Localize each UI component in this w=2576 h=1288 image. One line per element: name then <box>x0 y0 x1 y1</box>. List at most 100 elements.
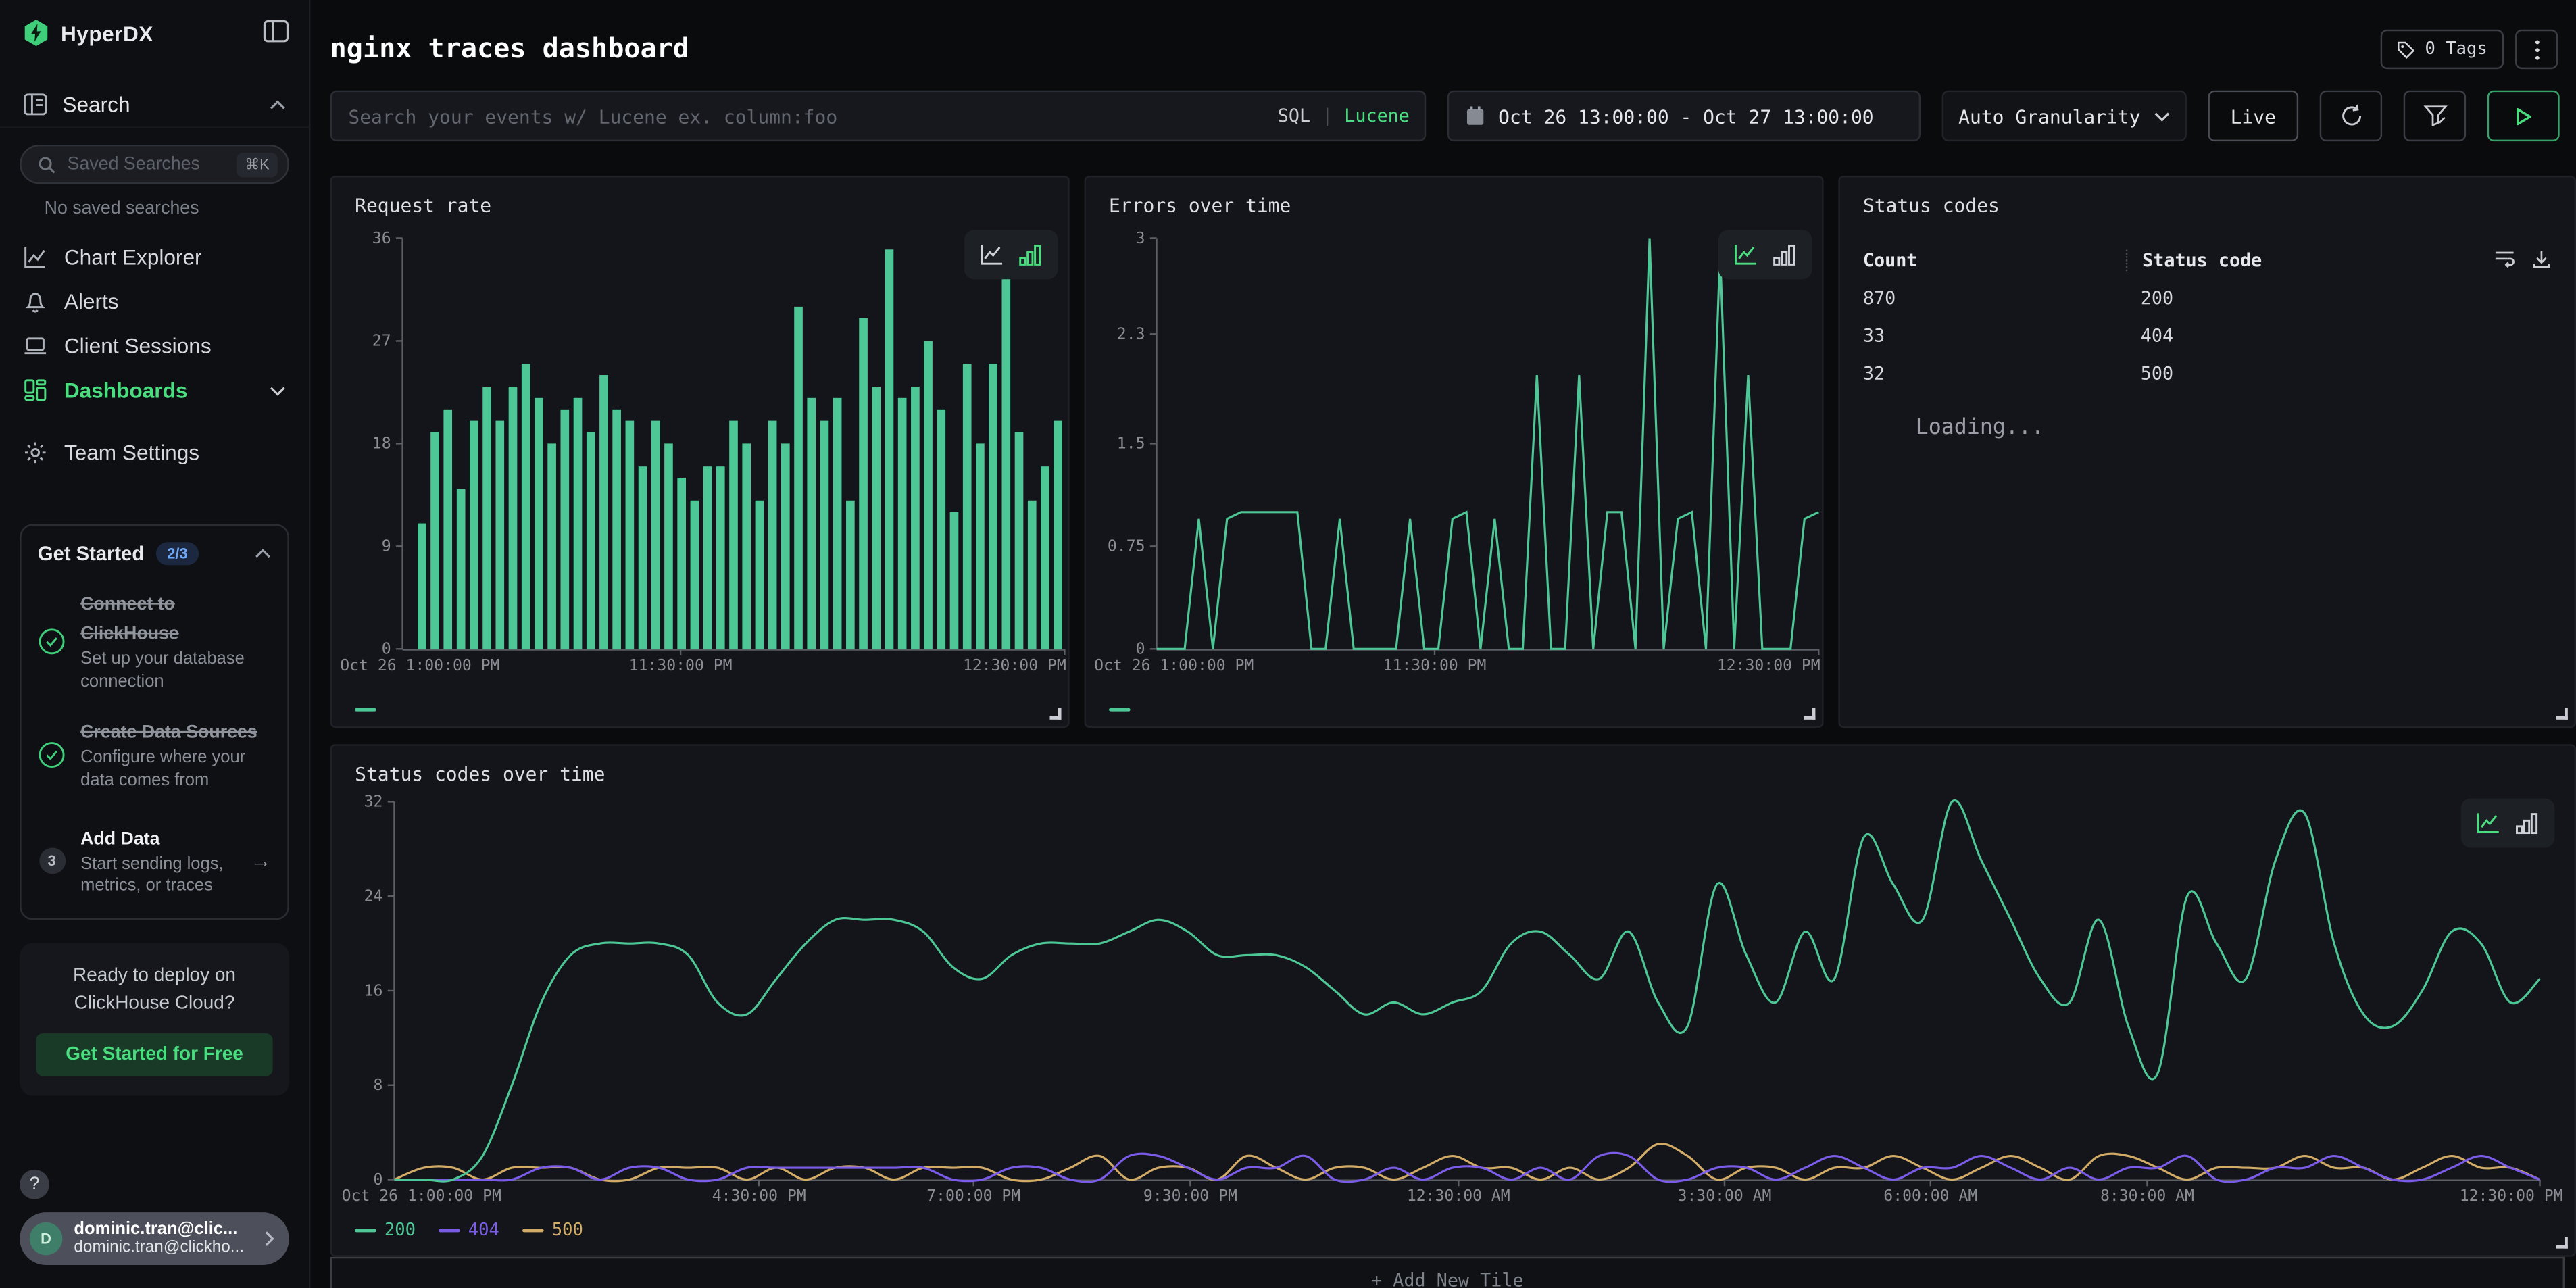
get-started-step-sources[interactable]: Create Data Sources Configure where your… <box>38 717 271 793</box>
line-chart-icon[interactable] <box>1733 243 1758 266</box>
granularity-select[interactable]: Auto Granularity <box>1942 91 2187 141</box>
granularity-value: Auto Granularity <box>1958 104 2140 127</box>
main-content: nginx traces dashboard 0 Tags SQL | <box>310 0 2576 1288</box>
resize-handle[interactable] <box>1804 708 1815 720</box>
cell-status-code: 404 <box>2126 325 2552 347</box>
sidebar-item-dashboards[interactable]: Dashboards <box>0 368 309 413</box>
app-window: HyperDX Search ⌘K No saved searches <box>0 0 2576 1288</box>
mode-divider: | <box>1322 105 1333 127</box>
svg-text:12:30:00 PM: 12:30:00 PM <box>1717 657 1820 674</box>
get-started-title: Get Started <box>38 542 144 565</box>
line-chart-icon[interactable] <box>2476 812 2500 835</box>
no-saved-searches-text: No saved searches <box>45 199 309 218</box>
errors-over-time-chart[interactable]: 00.751.52.33Oct 26 1:00:00 PM11:30:00 PM… <box>1091 228 1823 675</box>
sidebar-item-client-sessions[interactable]: Client Sessions <box>0 324 309 368</box>
table-row[interactable]: 870 200 <box>1863 279 2552 317</box>
get-started-step-add-data[interactable]: 3 Add Data Start sending logs, metrics, … <box>38 822 271 899</box>
help-button[interactable]: ? <box>20 1170 49 1199</box>
live-button[interactable]: Live <box>2208 91 2298 141</box>
svg-text:36: 36 <box>372 230 391 247</box>
column-header-count[interactable]: Count <box>1863 249 2126 270</box>
column-header-status-code[interactable]: Status code <box>2126 249 2494 270</box>
sidebar-item-label: Client Sessions <box>64 334 212 358</box>
bar-chart-icon[interactable] <box>1018 243 1043 266</box>
bar-chart-icon[interactable] <box>1773 243 1797 266</box>
svg-text:8:30:00 AM: 8:30:00 AM <box>2100 1187 2194 1205</box>
chevron-up-icon[interactable] <box>255 549 271 559</box>
sql-mode-button[interactable]: SQL <box>1278 105 1310 127</box>
run-query-button[interactable] <box>2487 91 2560 141</box>
topbar: nginx traces dashboard 0 Tags <box>330 0 2576 79</box>
tile-errors-over-time: Errors over time 00.751.52.33Oct 26 1:00… <box>1085 176 1824 728</box>
cloud-promo-line2: ClickHouse Cloud? <box>36 991 272 1019</box>
step-title: Connect to ClickHouse <box>80 595 179 644</box>
resize-handle[interactable] <box>2556 1237 2568 1249</box>
sidebar-item-alerts[interactable]: Alerts <box>0 279 309 324</box>
wrap-lines-icon[interactable] <box>2494 250 2515 270</box>
svg-text:11:30:00 PM: 11:30:00 PM <box>629 657 733 674</box>
date-range-value: Oct 26 13:00:00 - Oct 27 13:00:00 <box>1498 104 1873 127</box>
download-icon[interactable] <box>2531 250 2551 270</box>
avatar: D <box>30 1222 63 1256</box>
saved-searches-field[interactable] <box>68 155 225 174</box>
svg-text:0: 0 <box>382 641 391 658</box>
sidebar-item-search[interactable]: Search <box>0 82 309 128</box>
legend-entry-500[interactable]: 500 <box>522 1220 583 1240</box>
tags-button[interactable]: 0 Tags <box>2381 30 2504 69</box>
status-codes-over-time-chart[interactable]: 08162432Oct 26 1:00:00 PM4:30:00 PM7:00:… <box>339 792 2573 1206</box>
status-codes-table: Count Status code <box>1863 240 2552 393</box>
dashboards-icon <box>23 378 47 402</box>
date-range-picker[interactable]: Oct 26 13:00:00 - Oct 27 13:00:00 <box>1447 91 1921 141</box>
svg-text:3:30:00 AM: 3:30:00 AM <box>1678 1187 1772 1205</box>
svg-text:4:30:00 PM: 4:30:00 PM <box>712 1187 806 1205</box>
resize-handle[interactable] <box>1049 708 1061 720</box>
sidebar-item-label: Search <box>62 92 130 116</box>
sidebar-item-team-settings[interactable]: Team Settings <box>0 430 309 475</box>
cell-status-code: 200 <box>2126 287 2552 309</box>
svg-text:9:30:00 PM: 9:30:00 PM <box>1143 1187 1237 1205</box>
step-desc: Start sending logs, metrics, or traces <box>80 853 237 898</box>
svg-text:12:30:00 AM: 12:30:00 AM <box>1407 1187 1510 1205</box>
chevron-up-icon <box>270 99 286 109</box>
table-row[interactable]: 32 500 <box>1863 355 2552 393</box>
legend-entry-404[interactable]: 404 <box>439 1220 499 1240</box>
more-options-button[interactable] <box>2515 30 2558 69</box>
get-started-progress-badge: 2/3 <box>155 542 199 565</box>
user-menu[interactable]: D dominic.tran@clic... dominic.tran@clic… <box>20 1212 289 1265</box>
hyperdx-logo-icon <box>23 20 49 46</box>
tile-status-codes: Status codes Count Status code <box>1838 176 2576 728</box>
svg-text:Oct 26 1:00:00 PM: Oct 26 1:00:00 PM <box>342 1187 501 1205</box>
tile-title: Errors over time <box>1109 194 1291 217</box>
sidebar-nav: Chart Explorer Alerts Client Sessions Da… <box>0 235 309 475</box>
legend-dash <box>355 708 376 712</box>
sidebar-item-chart-explorer[interactable]: Chart Explorer <box>0 235 309 280</box>
add-new-tile-button[interactable]: + Add New Tile <box>330 1257 2565 1288</box>
svg-text:12:30:00 PM: 12:30:00 PM <box>963 657 1066 674</box>
sidebar-item-label: Team Settings <box>64 441 199 465</box>
saved-searches-input[interactable]: ⌘K <box>20 145 289 184</box>
legend-entry-200[interactable]: 200 <box>355 1220 416 1240</box>
refresh-button[interactable] <box>2320 91 2382 141</box>
get-started-free-button[interactable]: Get Started for Free <box>36 1034 272 1076</box>
cloud-promo-line1: Ready to deploy on <box>36 962 272 991</box>
legend-label: 404 <box>468 1220 499 1240</box>
table-row[interactable]: 33 404 <box>1863 317 2552 355</box>
tags-label: 0 Tags <box>2425 39 2487 59</box>
bell-icon <box>23 289 47 314</box>
lucene-mode-button[interactable]: Lucene <box>1344 105 1410 127</box>
filter-button[interactable] <box>2404 91 2466 141</box>
dashboard-grid: Request rate 09182736Oct 26 1:00:00 PM11… <box>330 176 2576 1288</box>
chevron-down-icon <box>270 385 286 395</box>
user-name: dominic.tran@clic... <box>74 1218 253 1239</box>
sidebar-collapse-icon[interactable] <box>263 20 289 43</box>
svg-text:27: 27 <box>372 332 391 350</box>
bar-chart-icon[interactable] <box>2515 812 2540 835</box>
resize-handle[interactable] <box>2556 708 2568 720</box>
get-started-step-connect[interactable]: Connect to ClickHouse Set up your databa… <box>38 588 271 693</box>
chevron-down-icon <box>2154 111 2170 121</box>
svg-text:9: 9 <box>382 538 391 555</box>
chevron-right-icon <box>264 1231 274 1247</box>
line-chart-icon[interactable] <box>979 243 1004 266</box>
request-rate-chart[interactable]: 09182736Oct 26 1:00:00 PM11:30:00 PM12:3… <box>337 228 1069 675</box>
event-search-input[interactable] <box>330 91 1427 141</box>
